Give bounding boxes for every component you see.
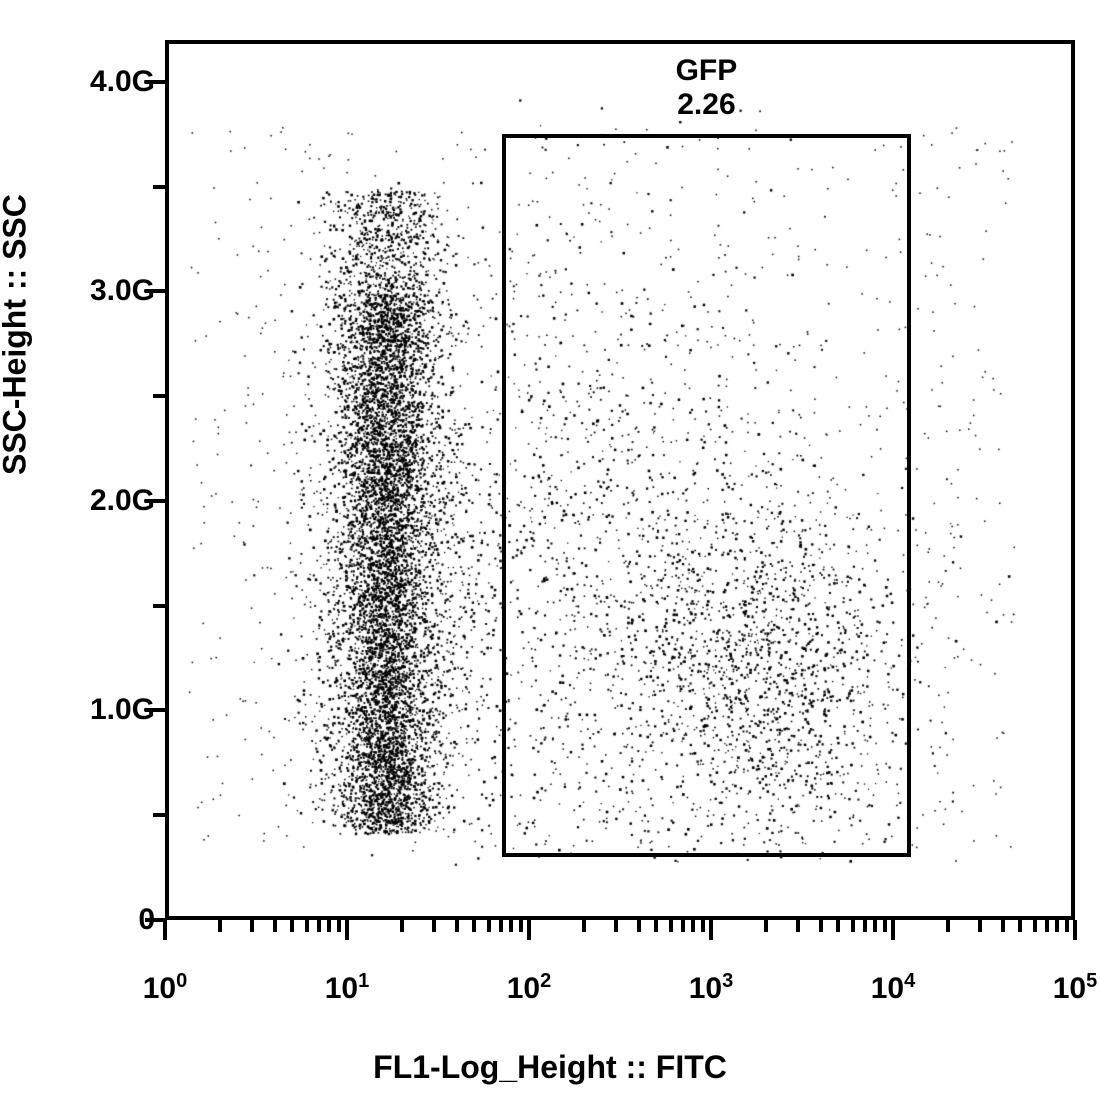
x-tick: [527, 920, 531, 940]
gate-percentage: 2.26: [656, 88, 756, 122]
x-tick-label: 104: [871, 970, 916, 1006]
x-tick-minor: [614, 920, 618, 932]
gate-box: [502, 134, 912, 857]
x-tick-minor: [218, 920, 222, 932]
x-tick-minor: [669, 920, 673, 932]
y-tick-minor: [153, 604, 165, 608]
x-tick-minor: [432, 920, 436, 932]
x-tick-minor: [1065, 920, 1069, 932]
x-axis-label: FL1-Log_Height :: FITC: [373, 1049, 727, 1086]
x-tick: [163, 920, 167, 940]
x-tick-minor: [836, 920, 840, 932]
x-tick-minor: [317, 920, 321, 932]
x-tick: [891, 920, 895, 940]
x-tick-minor: [472, 920, 476, 932]
x-tick-minor: [455, 920, 459, 932]
x-tick-minor: [1033, 920, 1037, 932]
x-tick-minor: [250, 920, 254, 932]
y-tick-minor: [153, 813, 165, 817]
y-tick-minor: [153, 394, 165, 398]
x-tick-label: 101: [325, 970, 370, 1006]
x-tick-minor: [1001, 920, 1005, 932]
y-tick-label: 1.0G: [90, 693, 155, 727]
y-tick-minor: [153, 185, 165, 189]
x-tick-minor: [883, 920, 887, 932]
x-tick-label: 102: [507, 970, 552, 1006]
x-tick-minor: [681, 920, 685, 932]
x-tick-label: 105: [1053, 970, 1098, 1006]
x-tick-minor: [337, 920, 341, 932]
x-tick-minor: [637, 920, 641, 932]
x-tick-minor: [327, 920, 331, 932]
x-tick-minor: [851, 920, 855, 932]
gate-label: GFP 2.26: [656, 54, 756, 122]
x-tick-label: 103: [689, 970, 734, 1006]
y-axis-label: SSC-Height :: SSC: [0, 194, 34, 475]
x-tick-label: 100: [143, 970, 188, 1006]
y-tick-label: 2.0G: [90, 484, 155, 518]
x-tick-minor: [305, 920, 309, 932]
y-tick-label: 3.0G: [90, 274, 155, 308]
x-tick-minor: [400, 920, 404, 932]
x-tick-minor: [978, 920, 982, 932]
x-tick-minor: [1045, 920, 1049, 932]
x-tick-minor: [290, 920, 294, 932]
x-tick: [709, 920, 713, 940]
x-tick-minor: [873, 920, 877, 932]
y-tick-label: 4.0G: [90, 65, 155, 99]
x-tick-minor: [519, 920, 523, 932]
gate-name: GFP: [656, 54, 756, 88]
x-tick-minor: [582, 920, 586, 932]
x-tick-minor: [764, 920, 768, 932]
x-tick-minor: [487, 920, 491, 932]
x-tick-minor: [946, 920, 950, 932]
x-tick-minor: [701, 920, 705, 932]
x-tick: [345, 920, 349, 940]
x-tick-minor: [273, 920, 277, 932]
x-tick-minor: [509, 920, 513, 932]
x-tick-minor: [819, 920, 823, 932]
x-tick-minor: [796, 920, 800, 932]
x-tick-minor: [1018, 920, 1022, 932]
x-tick-minor: [863, 920, 867, 932]
y-tick-label: 0: [138, 903, 155, 937]
x-tick-minor: [691, 920, 695, 932]
flow-cytometry-chart: SSC-Height :: SSC FL1-Log_Height :: FITC…: [0, 0, 1100, 1111]
x-tick-minor: [654, 920, 658, 932]
x-tick-minor: [1055, 920, 1059, 932]
x-tick: [1073, 920, 1077, 940]
x-tick-minor: [499, 920, 503, 932]
